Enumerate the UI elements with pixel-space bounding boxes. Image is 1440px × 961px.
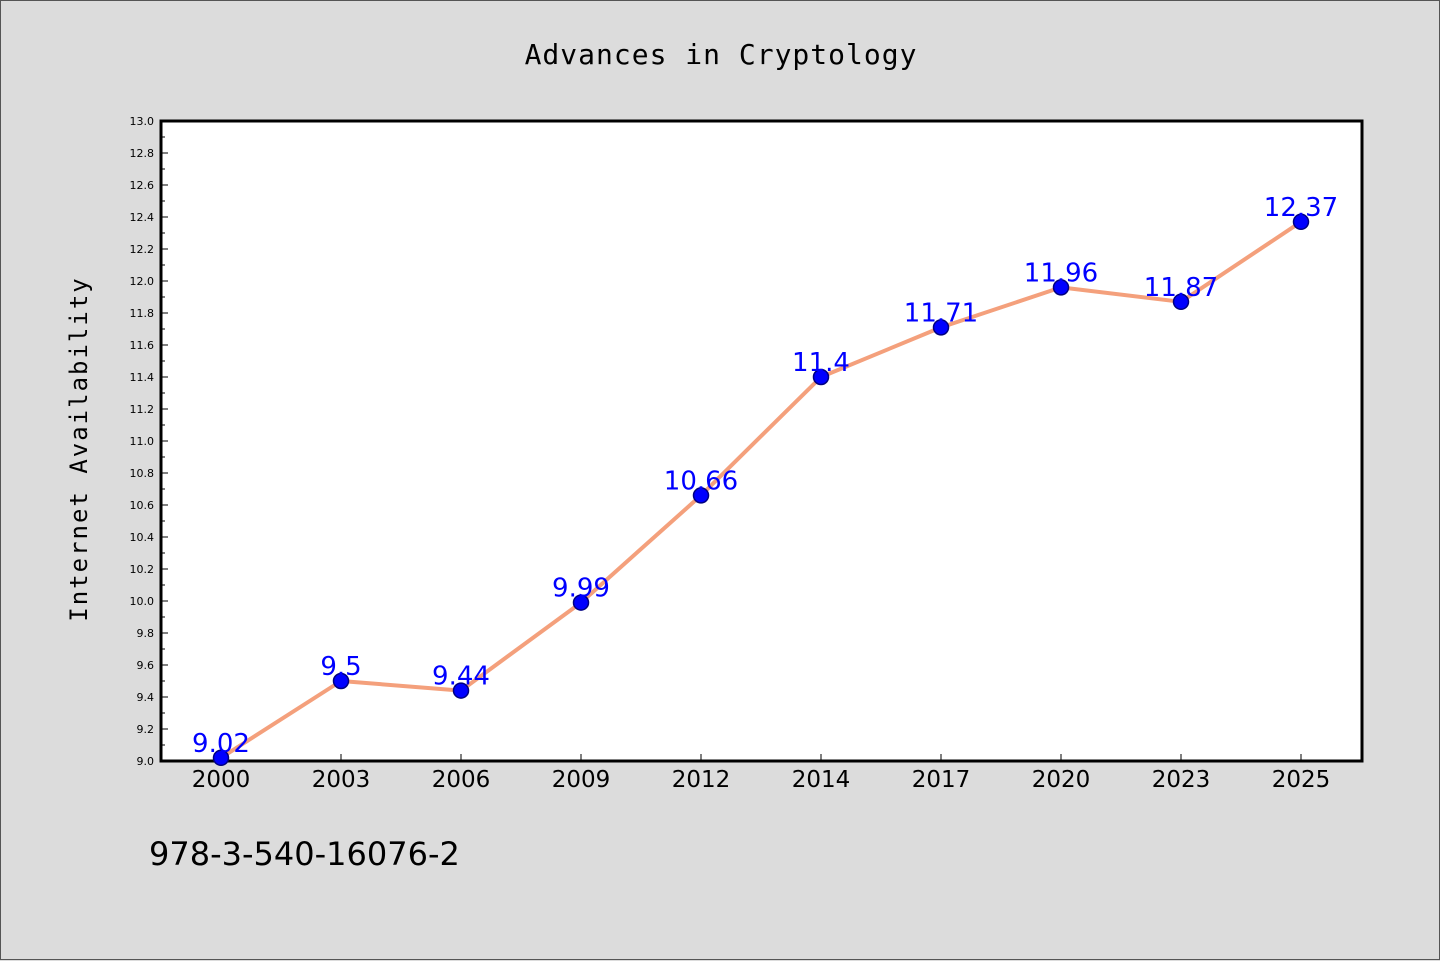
y-tick-label: 13.0 bbox=[130, 115, 155, 128]
x-tick-label: 2003 bbox=[312, 767, 371, 793]
series-line bbox=[219, 220, 1303, 760]
data-point-label: 10.66 bbox=[664, 466, 738, 496]
data-point-label: 11.87 bbox=[1144, 273, 1218, 303]
data-point-marker bbox=[332, 672, 350, 690]
y-tick-label: 10.4 bbox=[130, 531, 155, 544]
data-point-label: 9.99 bbox=[552, 574, 610, 604]
x-tick-label: 2006 bbox=[432, 767, 491, 793]
y-tick-label: 11.0 bbox=[130, 435, 155, 448]
y-tick-label: 12.8 bbox=[130, 147, 155, 160]
x-tick-label: 2000 bbox=[192, 767, 251, 793]
x-tick-label: 2023 bbox=[1152, 767, 1211, 793]
x-tick-label: 2017 bbox=[912, 767, 971, 793]
y-tick-label: 10.2 bbox=[130, 563, 155, 576]
data-point-label: 11.71 bbox=[904, 298, 978, 328]
plot-area bbox=[159, 119, 1364, 763]
y-tick-label: 9.6 bbox=[137, 659, 155, 672]
y-tick-label: 12.6 bbox=[130, 179, 155, 192]
x-tick-label: 2025 bbox=[1272, 767, 1331, 793]
y-tick-label: 9.4 bbox=[137, 691, 155, 704]
data-point-marker bbox=[932, 319, 950, 336]
data-point-label: 9.02 bbox=[192, 729, 250, 759]
y-tick-label: 12.0 bbox=[130, 275, 155, 288]
x-tick-label: 2020 bbox=[1032, 767, 1091, 793]
y-tick-label: 11.2 bbox=[130, 403, 155, 416]
data-point-marker bbox=[572, 594, 590, 611]
data-point-marker bbox=[1292, 213, 1310, 231]
y-tick-label: 10.0 bbox=[130, 595, 155, 608]
data-point-label: 11.96 bbox=[1024, 258, 1098, 288]
data-point-marker bbox=[692, 487, 710, 504]
data-point-marker bbox=[1172, 293, 1190, 311]
y-axis-label: Internet Availability bbox=[65, 276, 93, 621]
y-tick-label: 12.4 bbox=[130, 211, 155, 224]
caption-text: 978-3-540-16076-2 bbox=[149, 835, 460, 873]
y-tick-label: 9.8 bbox=[137, 627, 155, 640]
y-tick-label: 11.8 bbox=[130, 307, 155, 320]
data-markers bbox=[212, 213, 1310, 767]
x-axis: 2000 2003 2006 2009 2012 2014 2017 2020 2023 2025 bbox=[192, 754, 1331, 793]
y-tick-label: 11.6 bbox=[130, 339, 155, 352]
y-tick-label: 11.4 bbox=[130, 371, 155, 384]
x-tick-label: 2014 bbox=[792, 767, 851, 793]
y-tick-label: 12.2 bbox=[130, 243, 155, 256]
data-point-label: 11.4 bbox=[792, 348, 850, 378]
x-tick-label: 2012 bbox=[672, 767, 731, 793]
y-tick-label: 10.6 bbox=[130, 499, 155, 512]
y-tick-label: 9.0 bbox=[137, 755, 155, 768]
data-point-label: 12.37 bbox=[1264, 193, 1338, 223]
data-point-marker bbox=[1052, 279, 1070, 296]
data-point-marker bbox=[212, 749, 230, 767]
x-tick-label: 2009 bbox=[552, 767, 611, 793]
data-point-marker bbox=[452, 682, 470, 699]
data-point-label: 9.44 bbox=[432, 662, 490, 692]
y-tick-label: 10.8 bbox=[130, 467, 155, 480]
y-axis: 9.0 9.2 9.4 9.6 9.8 10.0 10.2 10.4 10.6 10.8 11.0 1… bbox=[130, 115, 168, 768]
chart-title: Advances in Cryptology bbox=[525, 38, 918, 71]
y-tick-label: 9.2 bbox=[137, 723, 155, 736]
data-labels: 9.02 9.5 9.44 9.99 10.66 11.4 11.71 11.96 11.87 1… bbox=[192, 193, 1338, 759]
data-point-label: 9.5 bbox=[320, 652, 361, 682]
data-point-marker bbox=[812, 368, 830, 386]
